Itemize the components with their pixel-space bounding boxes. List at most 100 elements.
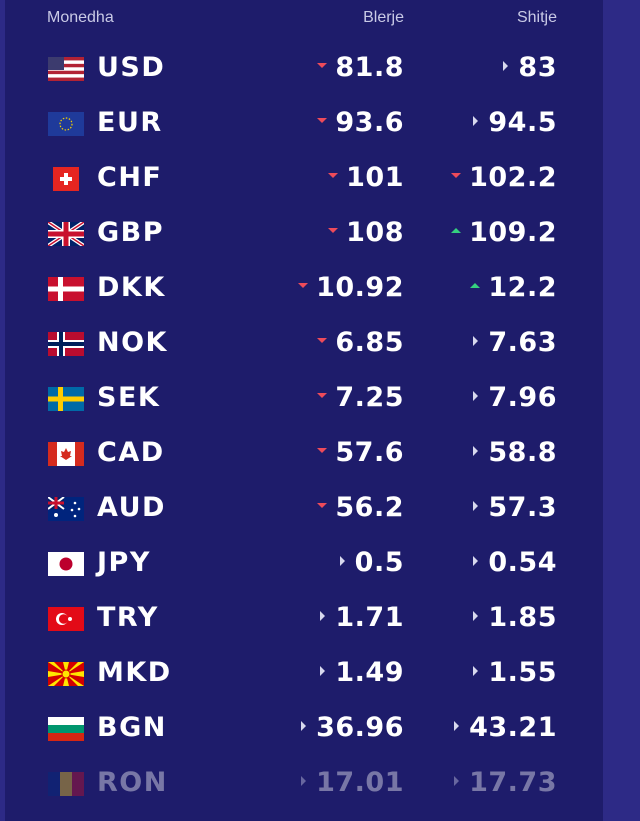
flag xyxy=(46,220,86,250)
buy-rate-cell: 10.92 xyxy=(298,272,404,303)
trend-arrow xyxy=(298,282,309,288)
currency-row: RON 17.01 17.73 xyxy=(5,765,603,805)
trend-arrow-shape xyxy=(317,502,328,508)
sell-rate-cell: 102.2 xyxy=(451,162,557,193)
buy-rate: 56.2 xyxy=(335,492,404,523)
buy-rate: 1.71 xyxy=(335,602,404,633)
flag-shape xyxy=(48,772,61,796)
currency-code: RON xyxy=(97,767,168,798)
column-header: Monedha xyxy=(47,9,114,26)
flag-shape xyxy=(48,112,84,136)
buy-rate-cell: 108 xyxy=(328,217,404,248)
currency-code: AUD xyxy=(97,492,166,523)
flag-shape xyxy=(48,396,84,402)
flag xyxy=(48,552,84,580)
trend-arrow xyxy=(451,172,462,178)
sell-rate-cell: 7.96 xyxy=(470,382,557,413)
flag-shape xyxy=(53,167,79,191)
buy-rate: 93.6 xyxy=(335,107,404,138)
flag-shape xyxy=(48,332,84,356)
currency-code: TRY xyxy=(97,602,159,633)
trend-arrow-shape xyxy=(317,447,328,453)
sell-rate-cell: 7.63 xyxy=(470,327,557,358)
flag-shape xyxy=(48,607,84,631)
flag-shape xyxy=(48,717,84,726)
trend-arrow-shape xyxy=(339,555,345,566)
currency-code: CHF xyxy=(97,162,163,193)
flag-shape xyxy=(46,220,86,248)
flag xyxy=(48,57,84,85)
buy-rate: 0.5 xyxy=(354,547,404,578)
trend-arrow-shape xyxy=(470,282,481,288)
trend-arrow xyxy=(317,392,328,398)
sell-rate-cell: 94.5 xyxy=(470,107,557,138)
flag-shape xyxy=(48,772,85,796)
column-header: Blerje xyxy=(363,9,404,26)
trend-arrow xyxy=(454,720,460,731)
sell-rate: 83 xyxy=(518,52,557,83)
currency-code: NOK xyxy=(97,327,168,358)
buy-rate-cell: 17.01 xyxy=(298,767,404,798)
flag-shape xyxy=(48,725,84,734)
currency-row: GBP 108 109.2 xyxy=(5,215,603,255)
buy-rate: 101 xyxy=(346,162,404,193)
currency-row: JPY 0.5 0.54 xyxy=(5,545,603,585)
trend-arrow xyxy=(473,115,479,126)
trend-arrow-shape xyxy=(473,555,479,566)
buy-rate-cell: 81.8 xyxy=(317,52,404,83)
sell-rate-cell: 1.85 xyxy=(470,602,557,633)
trend-arrow-shape xyxy=(301,775,307,786)
trend-arrow xyxy=(473,555,479,566)
sell-rate: 1.85 xyxy=(488,602,557,633)
sell-rate-cell: 109.2 xyxy=(451,217,557,248)
flag-shape xyxy=(48,286,84,292)
currency-row: SEK 7.25 7.96 xyxy=(5,380,603,420)
sell-rate-cell: 43.21 xyxy=(451,712,557,743)
sell-rate: 109.2 xyxy=(469,217,557,248)
trend-arrow xyxy=(317,447,328,453)
sell-rate-cell: 12.2 xyxy=(470,272,557,303)
sell-rate: 7.63 xyxy=(488,327,557,358)
sell-rate-cell: 57.3 xyxy=(470,492,557,523)
currency-code: DKK xyxy=(97,272,166,303)
flag-shape xyxy=(73,501,77,505)
trend-arrow xyxy=(454,775,460,786)
currency-row: MKD 1.49 1.55 xyxy=(5,655,603,695)
buy-rate: 7.25 xyxy=(335,382,404,413)
flag-shape xyxy=(60,772,73,796)
currency-row: EUR 93.6 94.5 xyxy=(5,105,603,145)
sell-rate: 102.2 xyxy=(469,162,557,193)
flag xyxy=(48,772,85,800)
sell-rate: 57.3 xyxy=(488,492,557,523)
currency-code: BGN xyxy=(97,712,167,743)
trend-arrow xyxy=(317,117,328,123)
sell-rate: 1.55 xyxy=(488,657,557,688)
trend-arrow-shape xyxy=(473,500,479,511)
currency-row: BGN 36.96 43.21 xyxy=(5,710,603,750)
buy-rate: 1.49 xyxy=(335,657,404,688)
trend-arrow-shape xyxy=(317,392,328,398)
flag-shape xyxy=(60,177,72,181)
trend-arrow xyxy=(320,610,326,621)
currency-row: CAD 57.6 58.8 xyxy=(5,435,603,475)
trend-arrow-shape xyxy=(320,610,326,621)
flag-shape xyxy=(48,67,84,72)
flag-shape xyxy=(48,387,84,411)
trend-arrow xyxy=(301,720,307,731)
trend-arrow-shape xyxy=(301,720,307,731)
currency-row: AUD 56.2 57.3 xyxy=(5,490,603,530)
flag-shape xyxy=(73,514,77,518)
trend-arrow-shape xyxy=(451,172,462,178)
flag-shape xyxy=(48,717,84,742)
flag-shape xyxy=(61,669,71,679)
flag-shape xyxy=(48,57,64,70)
currency-row: USD 81.8 83 xyxy=(5,50,603,90)
sell-rate-cell: 83 xyxy=(500,52,557,83)
flag xyxy=(48,662,84,690)
flag xyxy=(48,112,84,140)
trend-arrow xyxy=(473,445,479,456)
sell-rate: 12.2 xyxy=(488,272,557,303)
trend-arrow xyxy=(339,555,345,566)
sell-rate-cell: 17.73 xyxy=(451,767,557,798)
